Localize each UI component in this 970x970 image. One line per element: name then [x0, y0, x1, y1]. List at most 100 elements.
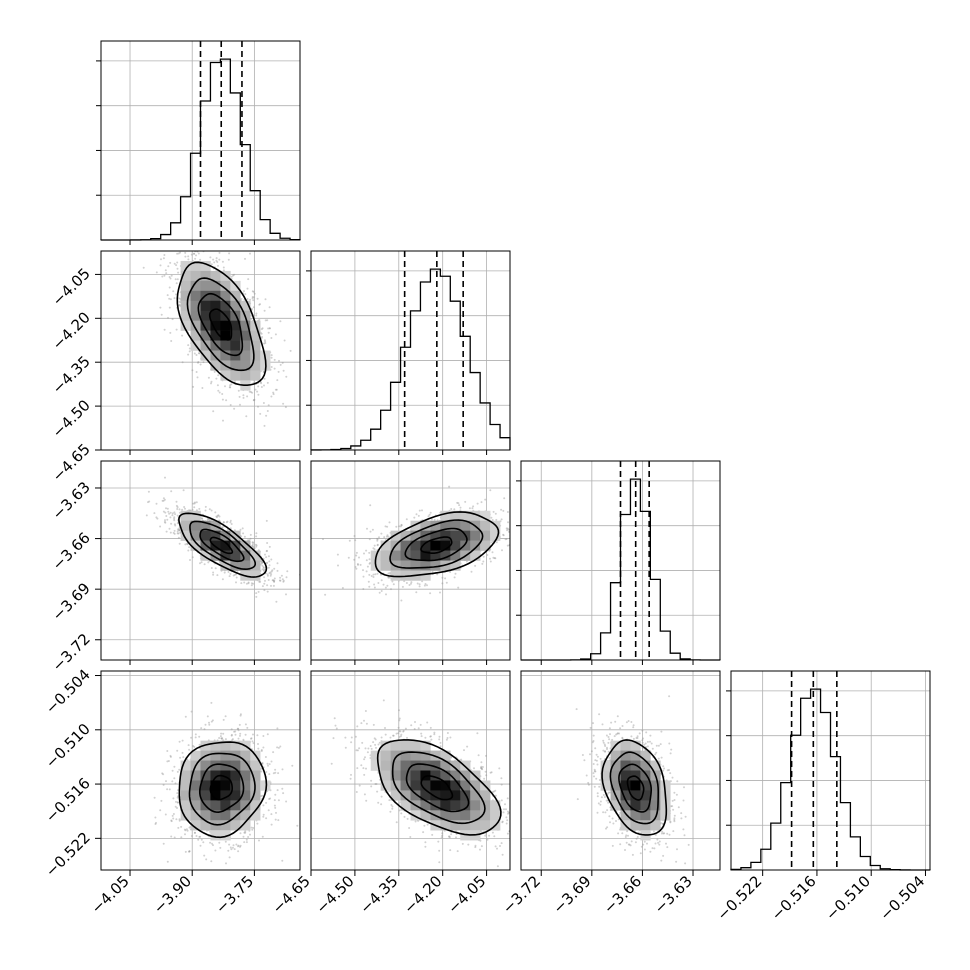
- scatter-point: [348, 539, 351, 542]
- scatter-point: [358, 556, 360, 559]
- scatter-point: [495, 518, 498, 521]
- scatter-point: [181, 361, 184, 364]
- scatter-point: [216, 261, 219, 263]
- scatter-point: [516, 538, 518, 540]
- scatter-point: [161, 275, 164, 278]
- scatter-point: [257, 405, 259, 408]
- scatter-point: [264, 298, 267, 301]
- scatter-point: [367, 580, 370, 583]
- scatter-point: [187, 255, 190, 258]
- scatter-point: [378, 536, 380, 539]
- scatter-point: [197, 252, 200, 255]
- scatter-point: [255, 592, 258, 595]
- scatter-point: [493, 557, 496, 560]
- density-cell: [410, 560, 421, 571]
- scatter-point: [368, 562, 371, 565]
- scatter-point: [229, 384, 231, 387]
- scatter-point: [516, 552, 518, 554]
- scatter-point: [227, 258, 230, 261]
- scatter-point: [263, 342, 265, 345]
- scatter-point: [502, 534, 505, 537]
- scatter-point: [173, 262, 176, 265]
- scatter-point: [201, 387, 204, 389]
- scatter-point: [492, 556, 495, 559]
- scatter-point: [376, 538, 379, 541]
- scatter-point: [220, 732, 223, 735]
- scatter-point: [376, 572, 379, 575]
- scatter-point: [251, 296, 254, 298]
- scatter-point: [459, 506, 462, 509]
- scatter-point: [178, 304, 181, 307]
- hist-panel-2: [516, 460, 721, 661]
- contour-level-3: [374, 511, 500, 578]
- scatter-point: [235, 573, 238, 576]
- scatter-point: [215, 259, 218, 262]
- scatter-point: [465, 560, 468, 563]
- scatter-point: [273, 577, 276, 580]
- contour-level-0: [209, 536, 234, 555]
- scatter-point: [210, 380, 213, 383]
- scatter-point: [204, 505, 207, 508]
- scatter-point: [142, 266, 145, 269]
- scatter-point: [186, 543, 189, 546]
- scatter-point: [270, 570, 273, 573]
- scatter-point: [169, 331, 172, 334]
- scatter-point: [169, 277, 172, 280]
- scatter-point: [250, 307, 253, 310]
- scatter-point: [244, 257, 246, 260]
- scatter-point: [171, 318, 174, 321]
- density-cell: [210, 270, 221, 282]
- scatter-point: [165, 515, 168, 517]
- scatter-point: [176, 261, 179, 264]
- scatter-point: [387, 572, 390, 575]
- scatter-point: [261, 585, 264, 588]
- scatter-point: [506, 544, 509, 547]
- scatter-point: [491, 551, 494, 554]
- hist-frame: [520, 460, 721, 661]
- scatter-point: [267, 404, 270, 407]
- scatter-point: [251, 290, 254, 293]
- scatter-point: [399, 525, 402, 528]
- scatter-point: [264, 340, 267, 343]
- density-cell: [230, 330, 241, 341]
- scatter-point: [504, 538, 507, 541]
- scatter-point: [266, 542, 269, 544]
- density-cell: [430, 530, 441, 541]
- scatter-point: [254, 543, 257, 546]
- scatter-point: [250, 737, 252, 740]
- scatter-point: [217, 389, 220, 392]
- scatter-point: [410, 581, 413, 584]
- scatter-point: [203, 563, 206, 566]
- scatter-point: [255, 312, 258, 315]
- density-cell: [200, 530, 211, 541]
- scatter-point: [201, 517, 204, 520]
- scatter-point: [217, 374, 220, 377]
- scatter-point: [216, 514, 219, 517]
- scatter-point: [181, 508, 184, 511]
- scatter-point: [276, 562, 279, 565]
- scatter-point: [232, 274, 235, 277]
- scatter-point: [255, 535, 258, 538]
- scatter-point: [272, 393, 275, 396]
- density-cell: [400, 560, 411, 571]
- scatter-point: [365, 559, 368, 562]
- scatter-point: [226, 520, 229, 523]
- density-cell: [180, 310, 191, 321]
- scatter-point: [176, 514, 179, 517]
- scatter-point: [261, 327, 264, 330]
- scatter-point: [169, 261, 172, 264]
- scatter-point: [242, 532, 245, 535]
- scatter-point: [255, 544, 258, 547]
- density-cell: [210, 530, 221, 541]
- scatter-point: [172, 813, 175, 815]
- scatter-point: [184, 255, 187, 258]
- density-cell: [460, 510, 471, 521]
- scatter-point: [178, 528, 181, 531]
- density-cell: [440, 540, 451, 551]
- density-cell: [410, 520, 421, 531]
- scatter-point: [160, 258, 162, 261]
- scatter-point: [187, 344, 190, 347]
- scatter-point: [237, 737, 240, 740]
- scatter-point: [456, 501, 459, 504]
- scatter-point: [337, 564, 339, 567]
